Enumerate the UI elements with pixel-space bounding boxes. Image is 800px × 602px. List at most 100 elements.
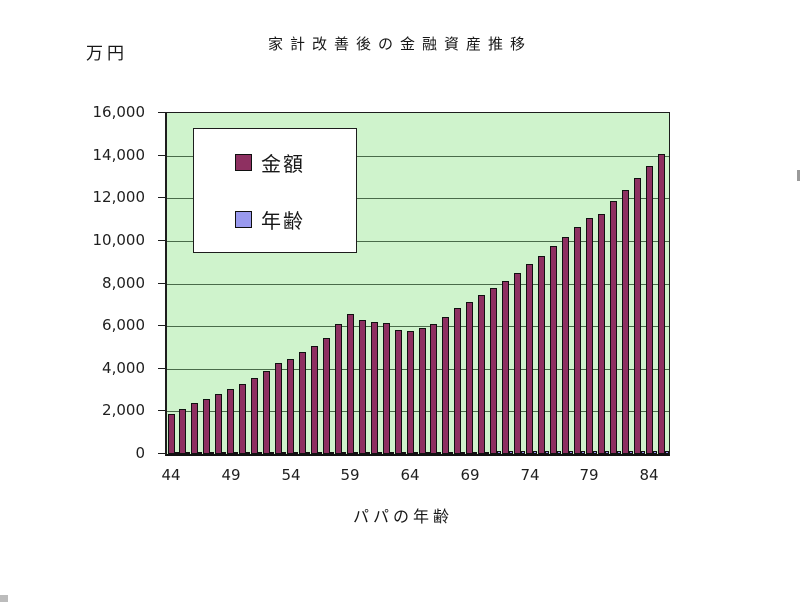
amount-bar-age-83 (633, 178, 641, 454)
amount-bar-age-47 (203, 399, 211, 454)
x-axis-tick-label: 69 (460, 466, 480, 484)
amount-bar-age-70 (478, 295, 486, 454)
chart-title: 家計改善後の金融資産推移 (267, 35, 532, 53)
amount-bar-age-76 (550, 246, 557, 454)
age-bar-age-80 (604, 451, 609, 454)
age-bar-age-53 (282, 452, 286, 454)
gridline-6000 (167, 326, 669, 327)
legend-item-age: 年齢 (235, 205, 356, 234)
amount-bar-age-45 (179, 409, 187, 454)
amount-bar-age-84 (645, 166, 653, 454)
age-bar-age-60 (365, 452, 370, 454)
amount-bar-age-73 (514, 273, 522, 454)
amount-series-swatch-icon (235, 153, 252, 171)
amount-bar-age-46 (191, 403, 199, 454)
age-bar-age-69 (473, 452, 478, 454)
y-axis-tick-mark (158, 325, 165, 326)
age-bar-age-57 (329, 452, 334, 454)
age-bar-age-55 (306, 452, 310, 454)
amount-bar-age-75 (538, 256, 545, 454)
legend-item-amount: 金額 (235, 148, 356, 177)
amount-bar-age-50 (239, 384, 247, 454)
age-bar-age-85 (664, 451, 669, 454)
y-axis-tick-mark (158, 155, 165, 156)
amount-bar-age-79 (585, 218, 593, 454)
age-bar-age-64 (413, 452, 418, 454)
age-bar-age-78 (580, 451, 585, 454)
age-bar-age-46 (198, 452, 203, 454)
amount-bar-age-82 (621, 190, 629, 454)
amount-bar-age-55 (299, 352, 306, 454)
age-bar-age-73 (521, 451, 526, 454)
amount-bar-age-63 (394, 330, 402, 454)
amount-bar-age-58 (334, 324, 342, 454)
gridline-10000 (167, 241, 669, 242)
amount-bar-age-48 (215, 394, 223, 454)
age-bar-age-63 (401, 452, 406, 454)
x-axis-tick-label: 54 (281, 466, 301, 484)
age-bar-age-68 (461, 452, 466, 454)
age-bar-age-49 (234, 452, 239, 454)
gridline-8000 (167, 284, 669, 285)
amount-bar-age-81 (609, 201, 617, 454)
y-axis-tick-label: 10,000 (92, 231, 146, 249)
amount-bar-age-77 (561, 237, 569, 454)
age-bar-age-71 (497, 451, 502, 454)
x-axis-tick-label: 64 (400, 466, 420, 484)
age-bar-age-44 (174, 452, 179, 454)
amount-bar-age-80 (597, 214, 605, 454)
screen-artifact (797, 170, 800, 181)
gridline-2000 (167, 411, 669, 412)
amount-bar-age-69 (466, 302, 474, 454)
age-bar-age-59 (353, 452, 358, 454)
screen-artifact (0, 595, 8, 602)
age-bar-age-83 (640, 451, 645, 454)
y-axis-tick-mark (158, 368, 165, 369)
amount-bar-age-61 (370, 322, 378, 454)
x-axis-tick-label: 79 (579, 466, 599, 484)
amount-bar-age-49 (227, 389, 235, 454)
y-axis-tick-mark (158, 410, 165, 411)
legend-label-age: 年齢 (261, 208, 305, 233)
amount-bar-age-78 (573, 227, 581, 454)
age-bar-age-56 (317, 452, 322, 454)
age-bar-age-65 (425, 452, 430, 454)
legend: 金額 年齢 (193, 128, 357, 253)
age-bar-age-48 (222, 452, 227, 454)
amount-bar-age-60 (358, 320, 366, 454)
age-bar-age-52 (270, 452, 275, 454)
age-bar-age-61 (377, 452, 382, 454)
amount-bar-age-54 (287, 359, 294, 454)
age-bar-age-72 (509, 451, 514, 454)
amount-bar-age-74 (526, 264, 533, 454)
amount-bar-age-44 (167, 414, 175, 454)
age-series-swatch-icon (235, 210, 252, 228)
y-axis-unit-label: 万円 (86, 44, 128, 64)
y-axis-tick-label: 12,000 (92, 188, 146, 206)
x-axis-title: パパの年齢 (352, 507, 453, 526)
age-bar-age-70 (485, 452, 490, 454)
amount-bar-age-53 (275, 363, 282, 454)
age-bar-age-67 (449, 452, 454, 454)
gridline-12000 (167, 198, 669, 199)
age-bar-age-74 (533, 451, 537, 454)
age-bar-age-82 (628, 451, 633, 454)
x-axis-tick-label: 84 (639, 466, 659, 484)
age-bar-age-54 (294, 452, 298, 454)
amount-bar-age-52 (263, 371, 271, 454)
x-axis-tick-label: 74 (520, 466, 540, 484)
x-axis-tick-label: 49 (221, 466, 241, 484)
y-axis-tick-label: 14,000 (92, 146, 146, 164)
gridline-14000 (167, 156, 669, 157)
age-bar-age-79 (592, 451, 597, 454)
amount-bar-age-66 (430, 324, 438, 454)
y-axis-tick-mark (158, 283, 165, 284)
age-bar-age-66 (437, 452, 442, 454)
amount-bar-age-51 (251, 378, 259, 454)
age-bar-age-51 (258, 452, 263, 454)
amount-bar-age-62 (382, 323, 390, 454)
age-bar-age-76 (557, 451, 561, 454)
age-bar-age-50 (246, 452, 251, 454)
amount-bar-age-65 (418, 328, 426, 454)
x-axis-tick-label: 59 (340, 466, 360, 484)
